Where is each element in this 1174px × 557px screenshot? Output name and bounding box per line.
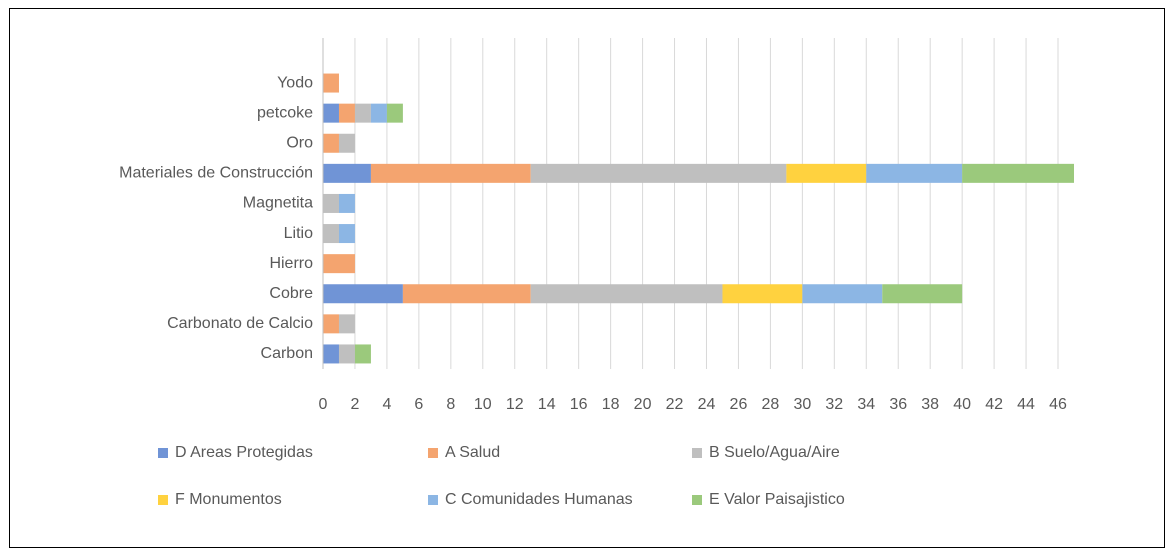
legend-swatch (158, 495, 168, 505)
x-tick-label: 18 (602, 396, 620, 413)
legend-swatch (692, 448, 702, 458)
bar-segment (323, 344, 339, 364)
bar-segment (338, 133, 355, 153)
bar-segment (386, 103, 403, 123)
bar-segment (338, 193, 355, 213)
x-tick-label: 44 (1017, 396, 1035, 413)
bar-segment (323, 163, 371, 183)
bar-segment (323, 73, 339, 93)
x-tick-label: 0 (319, 396, 328, 413)
y-tick-label: Hierro (269, 255, 313, 272)
bar-segment (338, 314, 355, 334)
x-tick-label: 32 (825, 396, 843, 413)
bar-segment (402, 284, 531, 304)
x-tick-label: 34 (857, 396, 875, 413)
y-tick-label: Cobre (269, 285, 313, 302)
x-tick-label: 22 (666, 396, 684, 413)
x-tick-label: 2 (351, 396, 360, 413)
bar-segment (323, 314, 339, 334)
x-tick-label: 30 (793, 396, 811, 413)
x-tick-label: 46 (1049, 396, 1067, 413)
y-tick-label: Litio (284, 225, 313, 242)
x-tick-label: 28 (762, 396, 780, 413)
bar-segment (370, 103, 387, 123)
bar-segment (882, 284, 963, 304)
y-tick-label: Materiales de Construcción (119, 165, 313, 182)
bar-segment (354, 344, 371, 364)
bar-segment (323, 103, 339, 123)
legend-label: F Monumentos (175, 491, 282, 508)
x-tick-label: 12 (506, 396, 524, 413)
bar-segment (338, 224, 355, 244)
bar-segment (802, 284, 883, 304)
legend-label: D Areas Protegidas (175, 444, 313, 461)
legend-swatch (692, 495, 702, 505)
bar-segment (354, 103, 371, 123)
bar-segment (323, 193, 339, 213)
y-tick-label: Carbon (261, 345, 313, 362)
x-tick-label: 14 (538, 396, 556, 413)
legend-label: A Salud (445, 444, 500, 461)
legend-label: E Valor Paisajistico (709, 491, 845, 508)
bar-segment (962, 163, 1074, 183)
y-tick-label: Carbonato de Calcio (167, 315, 313, 332)
x-tick-label: 26 (730, 396, 748, 413)
x-tick-label: 6 (414, 396, 423, 413)
x-tick-label: 8 (446, 396, 455, 413)
bar-segment (530, 163, 787, 183)
x-tick-label: 24 (698, 396, 716, 413)
x-tick-label: 40 (953, 396, 971, 413)
bar-segment (866, 163, 963, 183)
bar-segment (338, 103, 355, 123)
bar-segment (370, 163, 531, 183)
x-tick-label: 10 (474, 396, 492, 413)
x-tick-label: 4 (382, 396, 391, 413)
legend-swatch (428, 495, 438, 505)
bar-segment (722, 284, 803, 304)
legend-label: B Suelo/Agua/Aire (709, 444, 840, 461)
x-tick-label: 16 (570, 396, 588, 413)
bar-segment (338, 344, 355, 364)
y-tick-label: Oro (286, 134, 313, 151)
x-tick-label: 42 (985, 396, 1003, 413)
chart-frame (9, 8, 1165, 548)
x-tick-label: 38 (921, 396, 939, 413)
y-tick-label: petcoke (257, 104, 313, 121)
bar-segment (530, 284, 723, 304)
x-tick-label: 36 (889, 396, 907, 413)
bar-segment (786, 163, 867, 183)
bar-segment (323, 284, 403, 304)
bar-segment (323, 254, 355, 274)
legend-swatch (158, 448, 168, 458)
bar-segment (323, 133, 339, 153)
legend-label: C Comunidades Humanas (445, 491, 633, 508)
legend-swatch (428, 448, 438, 458)
x-tick-label: 20 (634, 396, 652, 413)
y-tick-label: Magnetita (243, 195, 313, 212)
bar-segment (323, 224, 339, 244)
y-tick-label: Yodo (277, 74, 313, 91)
